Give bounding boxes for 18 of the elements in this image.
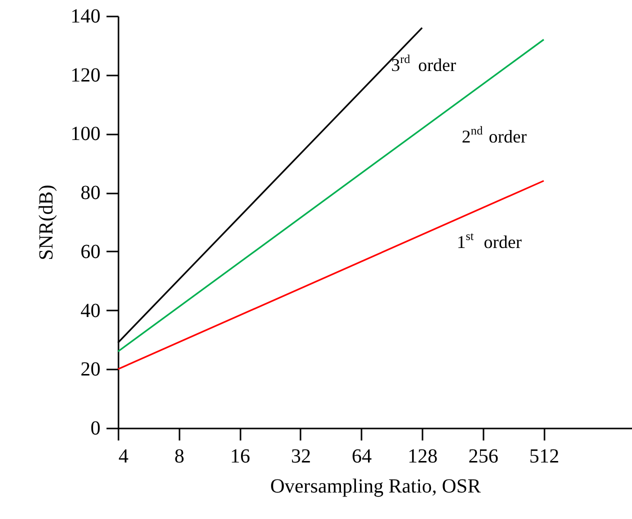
y-tick-label: 80	[80, 182, 100, 204]
x-tick-label: 256	[468, 446, 498, 468]
x-tick-label: 512	[529, 446, 560, 468]
y-axis-title: SNR(dB)	[36, 184, 58, 260]
x-tick-label: 32	[290, 446, 311, 468]
x-tick-label: 8	[174, 446, 184, 468]
x-tick-label: 4	[118, 446, 128, 468]
y-tick-label: 40	[80, 300, 100, 322]
y-tick-label: 100	[70, 123, 100, 146]
y-tick-label: 140	[70, 6, 100, 28]
x-axis-title: Oversampling Ratio, OSR	[270, 476, 482, 498]
y-tick-label: 120	[70, 64, 100, 86]
x-tick-label: 16	[230, 446, 250, 468]
x-tick-label: 64	[352, 446, 372, 468]
x-tick-label: 128	[408, 446, 438, 468]
y-tick-label: 20	[80, 358, 100, 381]
y-tick-label: 0	[90, 418, 100, 440]
y-tick-label: 60	[80, 240, 100, 263]
